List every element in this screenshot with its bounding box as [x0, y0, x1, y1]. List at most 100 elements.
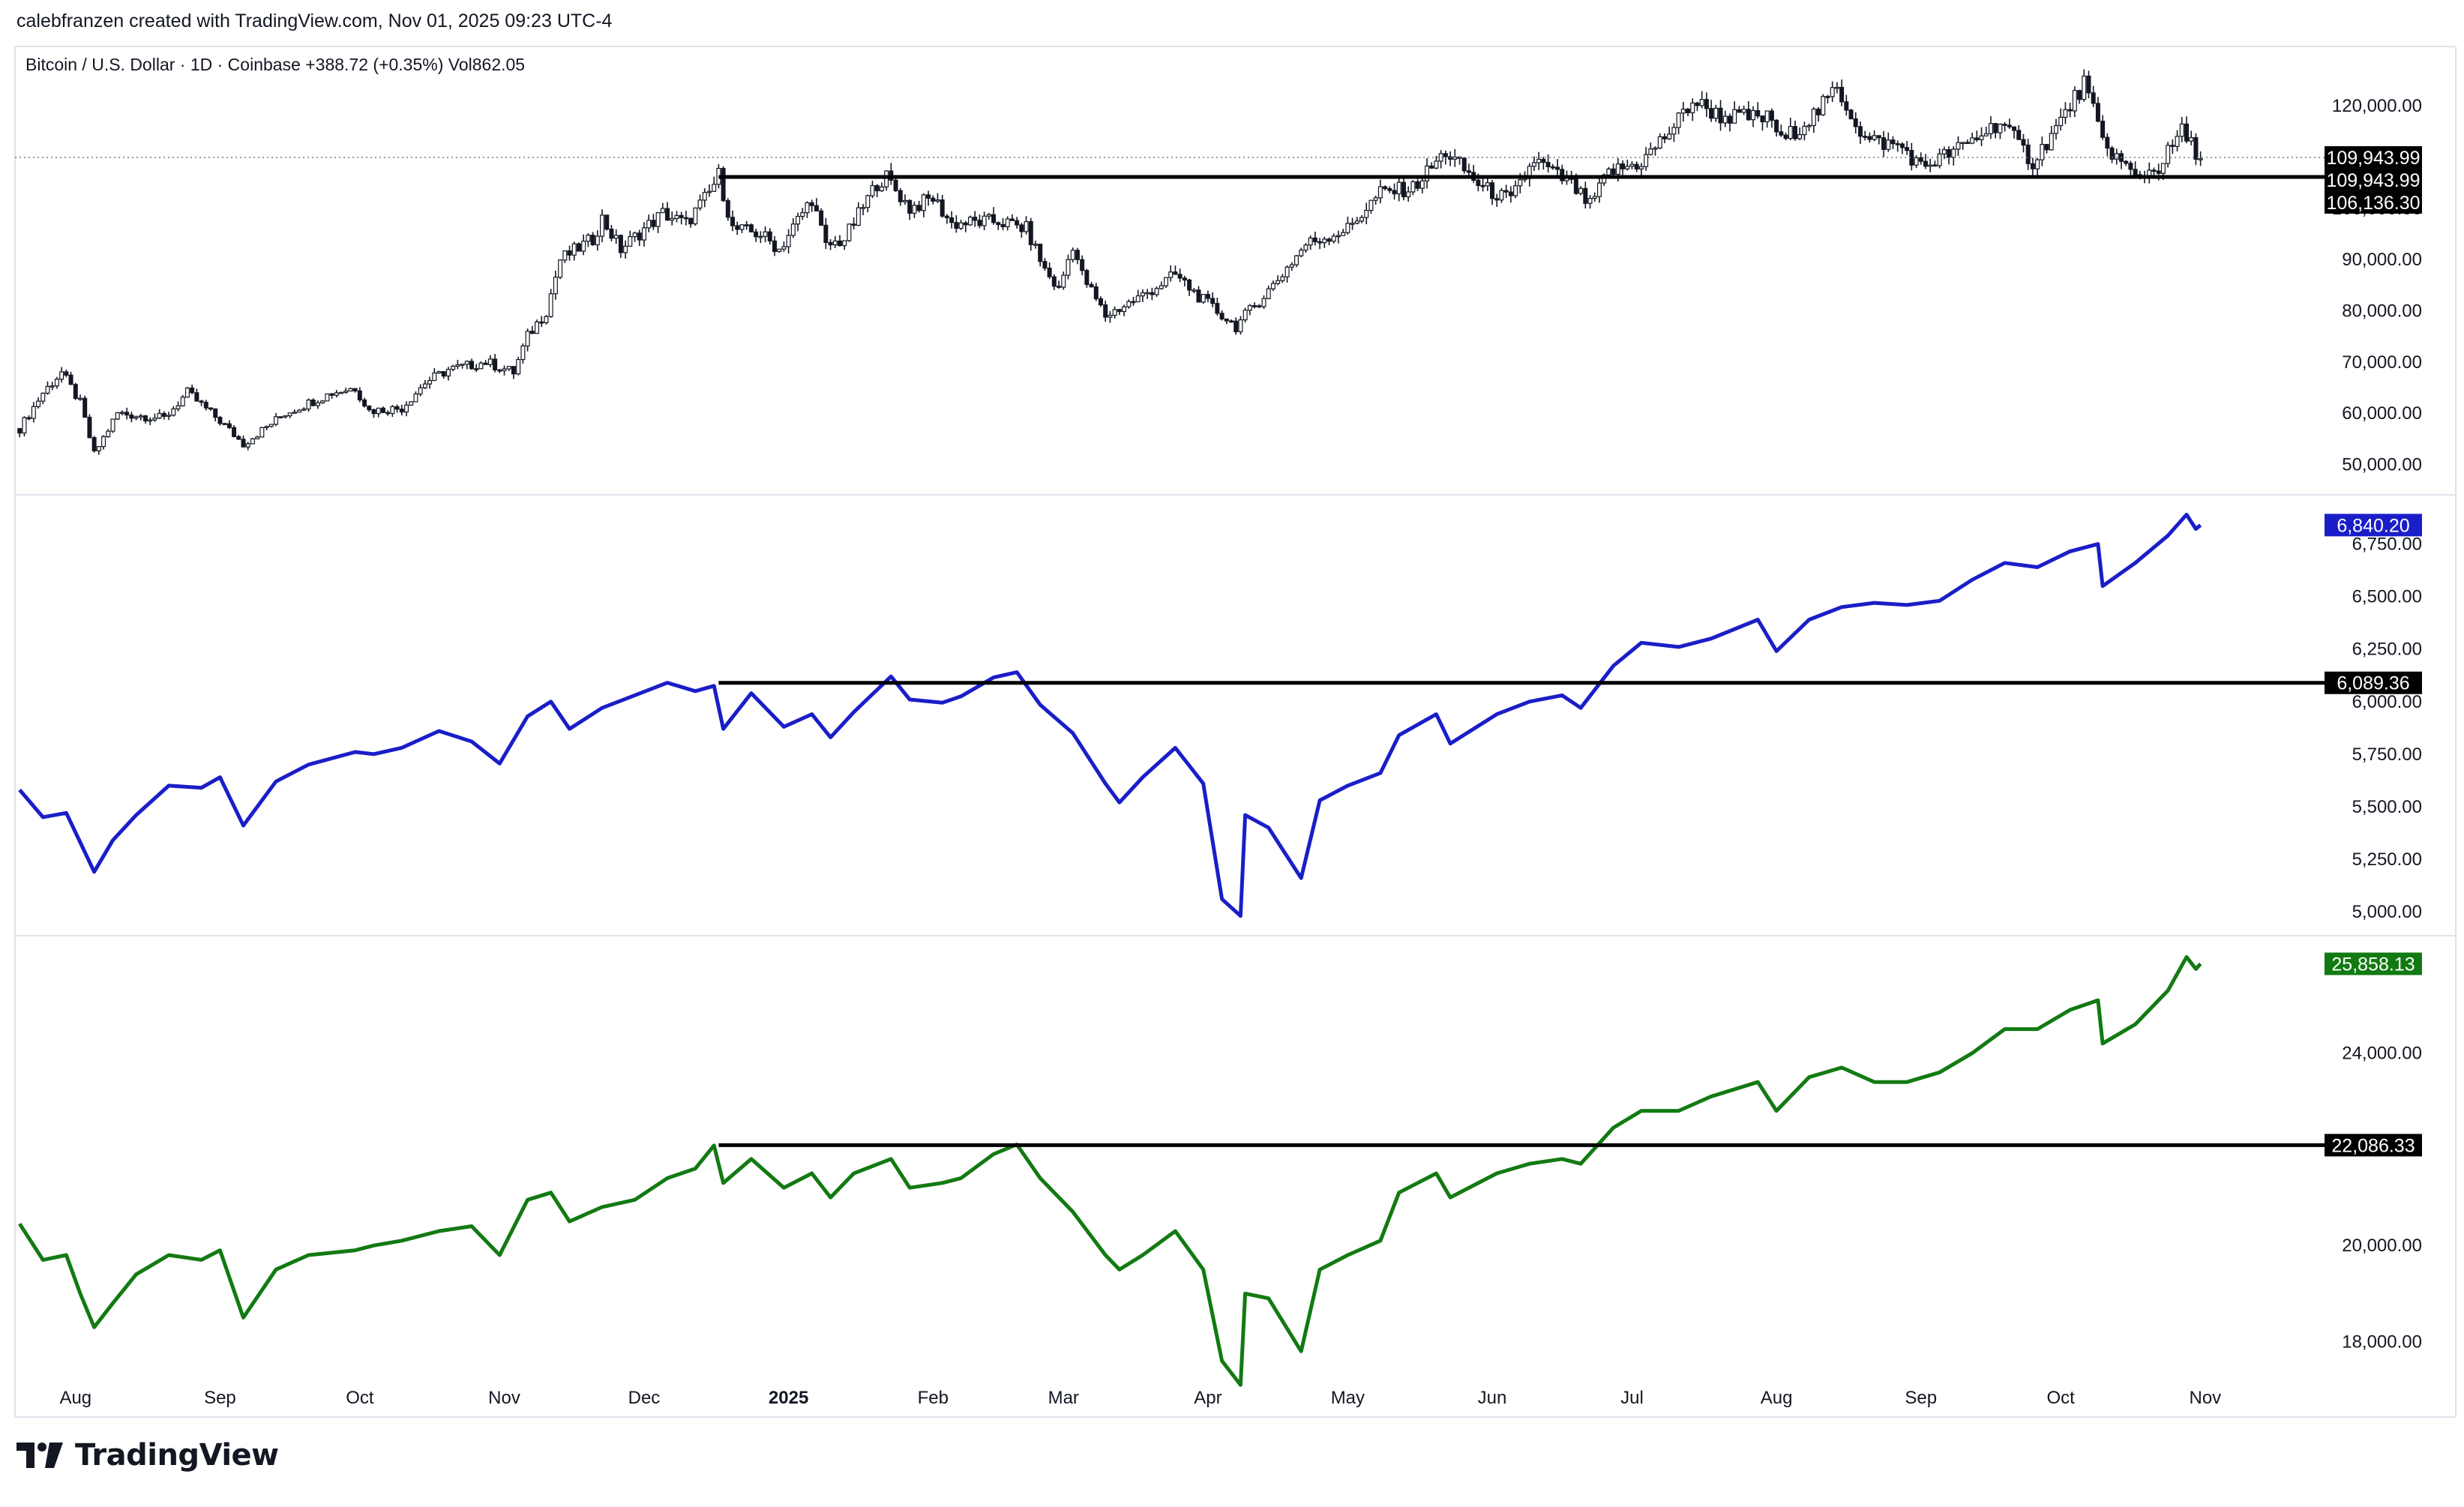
price-badge: [2325, 952, 2422, 975]
candle-body: [1680, 109, 1686, 114]
y-tick-label: 50,000.00: [2342, 455, 2422, 475]
candle-body: [1252, 305, 1257, 307]
y-tick-label: 5,750.00: [2352, 745, 2422, 765]
x-tick-label: Nov: [488, 1388, 520, 1408]
candle-body: [1960, 142, 1965, 144]
candle-body: [380, 407, 385, 413]
candle-body: [161, 412, 166, 417]
candle-body: [954, 222, 959, 229]
candle-body: [874, 184, 880, 192]
candle-body: [1354, 220, 1359, 224]
y-tick-label: 80,000.00: [2342, 301, 2422, 322]
candle-body: [1377, 186, 1383, 199]
candle-body: [1419, 180, 1425, 189]
candle-body: [628, 235, 633, 247]
candle-body: [213, 408, 218, 418]
candle-body: [1247, 305, 1252, 311]
chart-pane-3[interactable]: 18,000.00 20,000.00 24,000.00 25,858.13 22,0…: [18, 952, 2422, 1387]
candle-body: [348, 388, 353, 392]
candle-body: [641, 227, 646, 241]
candle-body: [916, 205, 922, 211]
candle-body: [1028, 220, 1033, 245]
price-badge: [2325, 190, 2422, 214]
x-tick-label: Sep: [204, 1388, 236, 1408]
candle-body: [208, 407, 214, 410]
candle-body: [1047, 268, 1052, 277]
candle-body: [2049, 133, 2054, 151]
x-axis: Aug Sep Oct Nov Dec 2025 Feb Mar Apr May Jun Jul Aug…: [59, 1388, 2221, 1408]
candle-body: [385, 412, 391, 415]
candle-body: [1941, 149, 1947, 154]
candle-body: [493, 358, 498, 370]
candle-body: [944, 215, 949, 219]
candle-body: [310, 399, 316, 406]
candle-body: [1326, 238, 1332, 242]
candle-body: [1173, 271, 1178, 275]
price-badge-label: 6,840.20: [2337, 515, 2409, 536]
candle-body: [232, 427, 237, 437]
candle-body: [1322, 238, 1327, 244]
chart-pane-1[interactable]: Bitcoin / U.S. Dollar · 1D · Coinbase +3…: [15, 55, 2422, 475]
candle-body: [1308, 237, 1313, 246]
candle-body: [171, 408, 176, 416]
candle-body: [814, 205, 819, 211]
candle-body: [1024, 220, 1029, 232]
chart-pane-2[interactable]: 5,000.00 5,250.00 5,500.00 5,750.00 6,000.00…: [18, 512, 2422, 922]
candle-body: [106, 430, 111, 437]
candle-body: [325, 393, 330, 402]
candle-body: [1587, 198, 1593, 204]
candle-body: [1811, 108, 1816, 127]
candle-body: [706, 190, 712, 193]
candle-body: [847, 223, 852, 241]
candle-body: [949, 217, 955, 223]
price-badge: [2325, 1134, 2422, 1157]
candle-body: [1093, 286, 1099, 300]
candle-body: [1704, 99, 1709, 109]
candle-body: [1760, 115, 1765, 123]
candle-body: [796, 215, 801, 225]
candle-body: [1345, 223, 1350, 233]
candle-body: [432, 372, 437, 382]
candle-body: [394, 406, 400, 410]
candle-body: [1905, 147, 1910, 151]
candle-body: [1122, 306, 1127, 313]
candle-body: [1918, 157, 1923, 162]
candle-body: [1335, 235, 1341, 238]
candle-body: [455, 364, 460, 367]
candle-body: [1713, 107, 1719, 119]
y-tick-label: 120,000.00: [2332, 96, 2422, 116]
candle-body: [1299, 250, 1304, 256]
candle-body: [2198, 158, 2203, 160]
candle-body: [856, 207, 861, 226]
candle-body: [49, 385, 55, 388]
candle-body: [343, 390, 349, 393]
candle-body: [203, 401, 208, 409]
candle-body: [1066, 259, 1071, 276]
candle-body: [1131, 301, 1136, 304]
y-tick-label: 20,000.00: [2342, 1236, 2422, 1256]
candle-body: [1583, 187, 1588, 204]
candle-body: [851, 223, 856, 226]
candle-body: [1947, 149, 1952, 158]
candle-body: [115, 412, 120, 420]
x-tick-label: Oct: [346, 1388, 374, 1408]
tradingview-logo[interactable]: TradingView: [16, 1438, 279, 1473]
candle-body: [2151, 169, 2157, 172]
candle-body: [2044, 144, 2049, 151]
candle-body: [996, 222, 1001, 226]
candle-body: [786, 235, 791, 247]
candle-body: [1485, 182, 1490, 187]
candle-body: [451, 365, 456, 370]
candle-body: [1098, 298, 1103, 306]
candle-body: [940, 199, 945, 217]
candle-body: [460, 364, 465, 366]
candle-body: [535, 321, 540, 334]
x-tick-label: Oct: [2047, 1388, 2076, 1408]
candle-body: [1867, 136, 1872, 140]
candle-body: [651, 220, 656, 227]
candle-body: [893, 179, 898, 191]
candle-body: [2058, 116, 2064, 127]
candle-body: [2012, 126, 2017, 131]
candle-body: [1653, 147, 1658, 150]
